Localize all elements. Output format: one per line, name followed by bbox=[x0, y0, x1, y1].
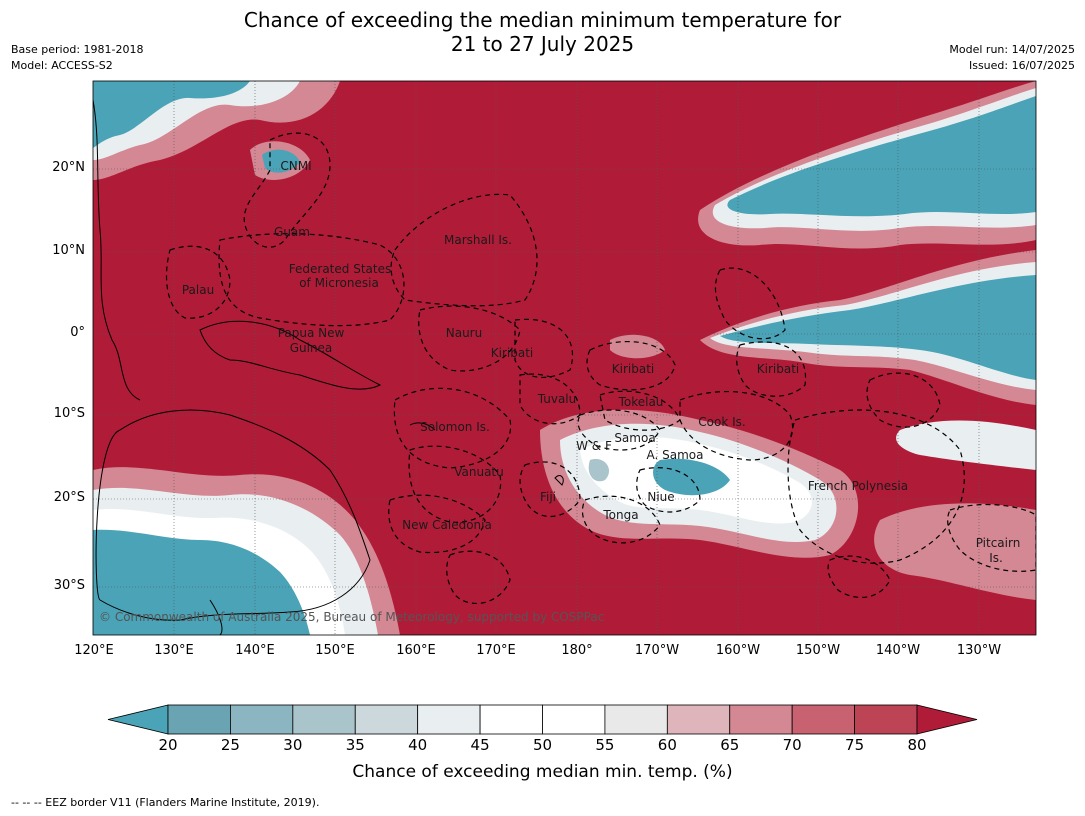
label-new-caledonia: New Caledonia bbox=[402, 518, 492, 532]
label-guam: Guam bbox=[274, 225, 310, 239]
colorbar-tick: 20 bbox=[158, 736, 178, 754]
colorbar-segment bbox=[854, 704, 918, 735]
label-solomon-is: Solomon Is. bbox=[420, 420, 490, 434]
model-run-text: Model run: 14/07/2025 bbox=[949, 43, 1075, 56]
place-labels: CNMI Guam Marshall Is. Federated States … bbox=[182, 159, 1020, 565]
colorbar-segment bbox=[354, 704, 419, 735]
lon-tick-150w: 150°W bbox=[795, 643, 841, 658]
label-french-polynesia: French Polynesia bbox=[808, 479, 908, 493]
colorbar-segment bbox=[167, 704, 231, 735]
label-samoa: Samoa bbox=[614, 431, 655, 445]
map-title-line2: 21 to 27 July 2025 bbox=[450, 32, 635, 56]
colorbar-segment bbox=[666, 704, 731, 735]
colorbar-tick: 35 bbox=[345, 736, 365, 754]
eez-borders bbox=[165, 132, 1036, 604]
colorbar-segment bbox=[729, 704, 793, 735]
colorbar-over-arrow bbox=[916, 704, 978, 735]
label-fiji: Fiji bbox=[540, 490, 556, 504]
coastlines bbox=[93, 99, 564, 635]
label-wallis-futuna: W & F bbox=[576, 439, 612, 453]
lon-tick-140e: 140°E bbox=[235, 643, 275, 658]
base-period-text: Base period: 1981-2018 bbox=[11, 43, 144, 56]
colorbar-tick: 60 bbox=[657, 736, 677, 754]
label-cook-is: Cook Is. bbox=[698, 415, 745, 429]
label-nauru: Nauru bbox=[446, 326, 482, 340]
label-tuvalu: Tuvalu bbox=[537, 392, 577, 406]
meta-left: Base period: 1981-2018 Model: ACCESS-S2 bbox=[11, 42, 143, 74]
model-text: Model: ACCESS-S2 bbox=[11, 59, 113, 72]
label-cnmi: CNMI bbox=[280, 159, 311, 173]
lat-tick-10n: 10°N bbox=[52, 243, 85, 258]
colorbar-segment bbox=[292, 704, 356, 735]
colorbar-label: Chance of exceeding median min. temp. (%… bbox=[352, 762, 733, 782]
lon-tick-120e: 120°E bbox=[74, 643, 114, 658]
colorbar-tick: 70 bbox=[782, 736, 802, 754]
lon-tick-180: 180° bbox=[561, 643, 593, 658]
lat-tick-30s: 30°S bbox=[53, 578, 85, 593]
label-tokelau: Tokelau bbox=[618, 395, 664, 409]
colorbar-tick: 45 bbox=[470, 736, 490, 754]
label-kiribati-central: Kiribati bbox=[612, 362, 654, 376]
lat-tick-20n: 20°N bbox=[52, 160, 85, 175]
label-pitcairn-line1: Pitcairn bbox=[976, 536, 1021, 550]
map-frame bbox=[92, 80, 1037, 636]
colorbar-tick: 80 bbox=[907, 736, 927, 754]
colorbar-segment bbox=[479, 704, 543, 735]
lon-tick-140w: 140°W bbox=[875, 643, 921, 658]
lon-tick-160e: 160°E bbox=[396, 643, 436, 658]
label-fsm-line2: of Micronesia bbox=[299, 276, 379, 290]
eez-footnote: -- -- -- EEZ border V11 (Flanders Marine… bbox=[11, 796, 320, 809]
lon-tick-130w: 130°W bbox=[956, 643, 1002, 658]
lon-tick-170w: 170°W bbox=[634, 643, 680, 658]
colorbar-segment bbox=[230, 704, 294, 735]
copyright-text: © Commonwealth of Australia 2025, Bureau… bbox=[99, 610, 604, 624]
colorbar-tick: 65 bbox=[720, 736, 740, 754]
colorbar-segment bbox=[542, 704, 606, 735]
label-american-samoa: A. Samoa bbox=[647, 448, 704, 462]
colorbar-tick: 25 bbox=[220, 736, 240, 754]
label-kiribati-east: Kiribati bbox=[757, 362, 799, 376]
lat-tick-0: 0° bbox=[70, 325, 85, 340]
colorbar-tick: 75 bbox=[845, 736, 865, 754]
label-palau: Palau bbox=[182, 283, 214, 297]
label-vanuatu: Vanuatu bbox=[454, 465, 504, 479]
meta-right: Model run: 14/07/2025 Issued: 16/07/2025 bbox=[949, 42, 1075, 74]
label-tonga: Tonga bbox=[602, 508, 638, 522]
lat-tick-10s: 10°S bbox=[53, 406, 85, 421]
lon-tick-150e: 150°E bbox=[315, 643, 355, 658]
label-pitcairn-line2: Is. bbox=[989, 551, 1003, 565]
colorbar-segment bbox=[604, 704, 668, 735]
lon-tick-130e: 130°E bbox=[154, 643, 194, 658]
colorbar bbox=[107, 704, 978, 735]
label-niue: Niue bbox=[647, 490, 674, 504]
colorbar-tick: 30 bbox=[283, 736, 303, 754]
colorbar-segment bbox=[791, 704, 855, 735]
colorbar-segment bbox=[417, 704, 481, 735]
label-png-line2: Guinea bbox=[290, 341, 333, 355]
colorbar-tick: 55 bbox=[595, 736, 615, 754]
map-plot-area: CNMI Guam Marshall Is. Federated States … bbox=[93, 81, 1036, 635]
graticule bbox=[93, 81, 1036, 635]
colorbar-tick: 40 bbox=[408, 736, 428, 754]
map-title-line1: Chance of exceeding the median minimum t… bbox=[243, 8, 842, 32]
lon-tick-170e: 170°E bbox=[476, 643, 516, 658]
lat-tick-20s: 20°S bbox=[53, 490, 85, 505]
issued-text: Issued: 16/07/2025 bbox=[968, 59, 1075, 72]
colorbar-tick: 50 bbox=[532, 736, 553, 754]
lon-tick-160w: 160°W bbox=[715, 643, 761, 658]
label-fsm-line1: Federated States bbox=[289, 262, 391, 276]
colorbar-under-arrow bbox=[107, 704, 169, 735]
label-kiribati-west: Kiribati bbox=[491, 346, 533, 360]
label-marshall-is: Marshall Is. bbox=[444, 233, 512, 247]
label-png-line1: Papua New bbox=[278, 326, 345, 340]
